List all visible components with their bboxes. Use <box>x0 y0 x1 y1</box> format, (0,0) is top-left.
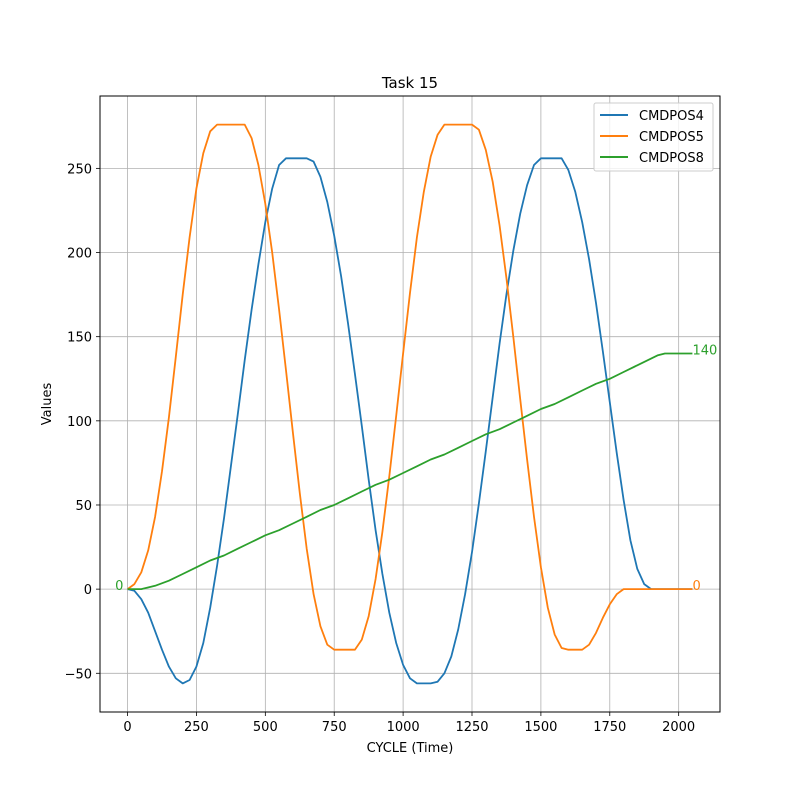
legend-label-cmdpos4: CMDPOS4 <box>639 109 704 124</box>
x-tick-label: 0 <box>123 720 131 735</box>
x-axis-label: CYCLE (Time) <box>367 741 454 756</box>
y-tick-label: 250 <box>67 162 92 177</box>
legend: CMDPOS4 CMDPOS5 CMDPOS8 <box>593 102 714 172</box>
y-tick-label: 200 <box>67 247 92 262</box>
chart-title: Task 15 <box>381 74 438 92</box>
y-tick-label: 0 <box>84 583 92 598</box>
annotations: 0 140 0 <box>115 344 717 595</box>
series-line-cmdpos8 <box>127 352 693 590</box>
axis-ticks: 0 250 500 750 1000 1250 1500 1750 2000−500501001… <box>65 162 696 735</box>
x-tick-label: 1750 <box>593 720 626 735</box>
annotation-label: 0 <box>115 579 123 594</box>
y-tick-label: 100 <box>67 415 92 430</box>
x-tick-label: 1500 <box>524 720 557 735</box>
x-tick-label: 250 <box>184 720 209 735</box>
y-tick-label: 150 <box>67 331 92 346</box>
legend-label-cmdpos8: CMDPOS8 <box>639 151 704 166</box>
series-line-cmdpos4 <box>127 157 693 685</box>
x-tick-label: 750 <box>322 720 347 735</box>
x-tick-label: 1000 <box>387 720 420 735</box>
series-lines <box>127 123 693 685</box>
y-axis-label: Values <box>40 383 55 426</box>
grid <box>100 96 720 712</box>
y-tick-label: −50 <box>65 667 92 682</box>
x-tick-label: 1250 <box>455 720 488 735</box>
legend-label-cmdpos5: CMDPOS5 <box>639 130 704 145</box>
x-tick-label: 2000 <box>662 720 695 735</box>
legend-box <box>593 102 714 172</box>
y-tick-label: 50 <box>75 499 92 514</box>
series-line-cmdpos5 <box>127 123 693 651</box>
annotation-label: 140 <box>692 344 717 359</box>
x-tick-label: 500 <box>253 720 278 735</box>
plot-frame <box>99 95 721 713</box>
annotation-label: 0 <box>692 579 700 594</box>
